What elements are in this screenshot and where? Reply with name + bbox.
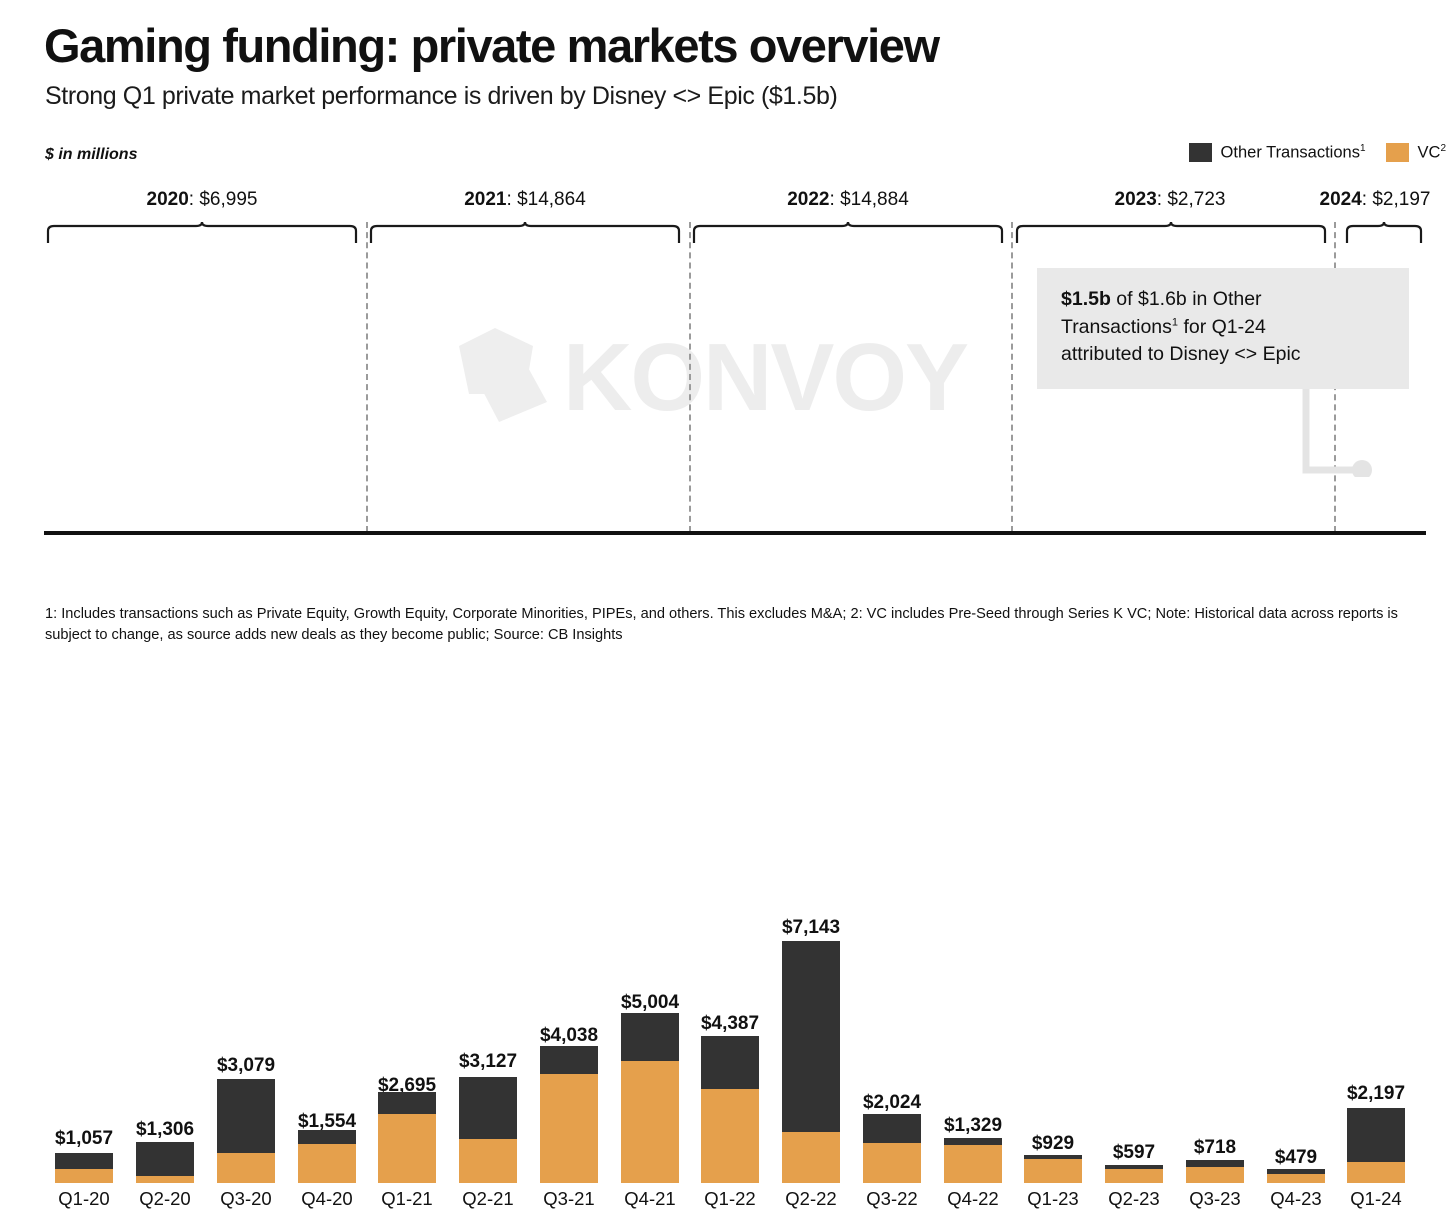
bar-segment-other-q1-20[interactable]	[55, 1153, 113, 1169]
bar-segment-other-q3-21[interactable]	[540, 1046, 598, 1074]
legend-item-vc: VC2	[1385, 143, 1446, 163]
bar-segment-vc-q3-21[interactable]	[540, 1074, 598, 1183]
bar-segment-vc-q1-21[interactable]	[378, 1114, 436, 1183]
bar-value-q4-21: $5,004	[620, 992, 680, 1013]
units-label: $ in millions	[45, 146, 138, 163]
bar-segment-vc-q3-20[interactable]	[217, 1153, 275, 1183]
legend-item-other-transactions: Other Transactions1	[1188, 143, 1366, 163]
square-swatch-orange-icon	[1385, 143, 1409, 163]
bar-value-q3-22: $2,024	[862, 1092, 922, 1113]
bar-value-q2-22: $7,143	[781, 917, 841, 938]
callout-connector	[1302, 362, 1372, 477]
bar-segment-vc-q2-22[interactable]	[782, 1132, 840, 1183]
bar-segment-other-q2-21[interactable]	[459, 1077, 517, 1139]
chart-page: KONVOY Gaming funding: private markets o…	[44, 19, 1446, 1209]
callout-box: $1.5b of $1.6b in Other Transactions1 fo…	[1037, 268, 1409, 390]
callout-text: $1.5b of $1.6b in Other Transactions1 fo…	[1061, 288, 1301, 366]
bar-segment-vc-q4-21[interactable]	[621, 1061, 679, 1183]
bar-segment-vc-q4-23[interactable]	[1267, 1174, 1325, 1183]
bar-segment-vc-q1-24[interactable]	[1347, 1162, 1405, 1183]
bar-segment-vc-q3-23[interactable]	[1186, 1167, 1244, 1183]
x-tick-q1-24: Q1-24	[1350, 1188, 1402, 1209]
page-title: Gaming funding: private markets overview	[44, 19, 940, 72]
legend-label-other-transactions: Other Transactions1	[1220, 143, 1366, 162]
separator-2022-2023	[1011, 222, 1013, 532]
footnote: 1: Includes transactions such as Private…	[45, 606, 1398, 643]
chart-legend: Other Transactions1 VC2	[1188, 143, 1446, 163]
axis-baseline	[44, 531, 1426, 535]
bar-segment-other-q1-22[interactable]	[701, 1036, 759, 1089]
bar-value-q3-20: $3,079	[216, 1055, 276, 1076]
bar-segment-other-q4-20[interactable]	[298, 1130, 356, 1144]
year-header-2021: 2021: $14,864	[464, 189, 586, 210]
bar-segment-other-q1-21[interactable]	[378, 1092, 436, 1114]
year-header-2024: 2024: $2,197	[1319, 189, 1431, 210]
bracket-2020	[46, 222, 358, 243]
bar-segment-vc-q2-23[interactable]	[1105, 1169, 1163, 1183]
year-header-2023: 2023: $2,723	[1114, 189, 1226, 210]
bracket-2021	[369, 222, 681, 243]
bar-segment-other-q2-20[interactable]	[136, 1142, 194, 1176]
bar-segment-vc-q2-21[interactable]	[459, 1139, 517, 1183]
bar-segment-vc-q1-20[interactable]	[55, 1169, 113, 1183]
bar-segment-vc-q3-22[interactable]	[863, 1143, 921, 1183]
bar-segment-vc-q2-20[interactable]	[136, 1176, 194, 1183]
page-subtitle: Strong Q1 private market performance is …	[45, 82, 838, 110]
year-header-2020: 2020: $6,995	[146, 189, 258, 210]
bar-value-q1-24: $2,197	[1346, 1083, 1406, 1104]
bar-segment-vc-q4-20[interactable]	[298, 1144, 356, 1183]
square-swatch-dark-icon	[1188, 143, 1212, 163]
legend-label-vc: VC2	[1417, 143, 1446, 162]
bar-segment-other-q1-24[interactable]	[1347, 1108, 1405, 1162]
separator-2020-2021	[366, 222, 368, 532]
separator-2021-2022	[689, 222, 691, 532]
bracket-2024	[1345, 222, 1423, 243]
bar-segment-vc-q1-22[interactable]	[701, 1089, 759, 1183]
bracket-2023	[1015, 222, 1327, 243]
bracket-2022	[692, 222, 1004, 243]
year-header-2022: 2022: $14,884	[787, 189, 909, 210]
